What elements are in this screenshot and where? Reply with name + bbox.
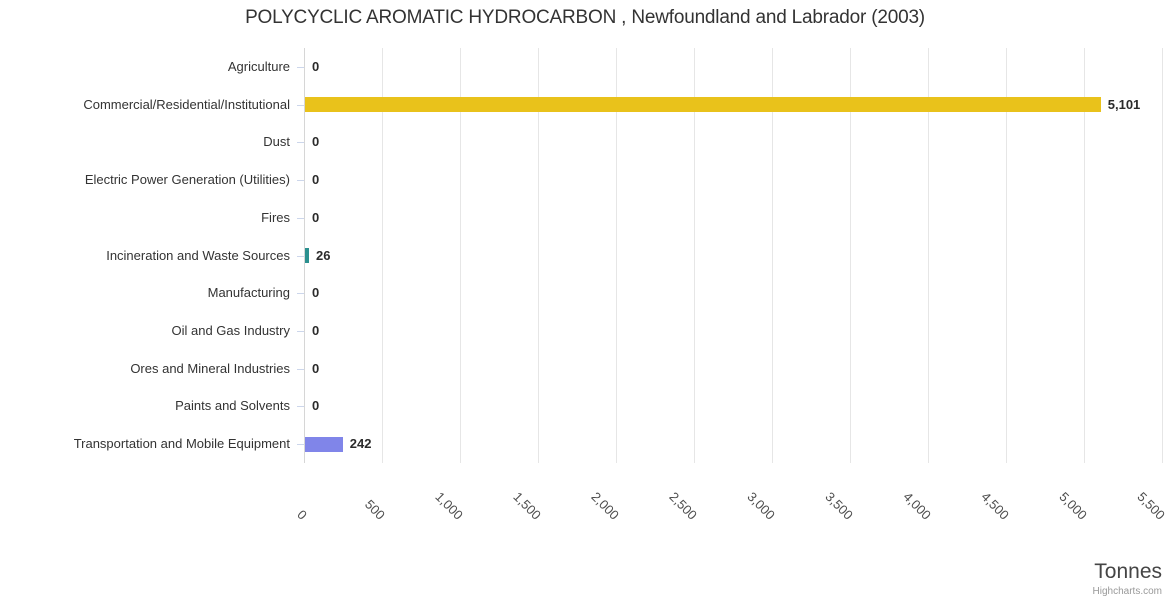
x-axis-label: 500 [362,496,388,523]
category-tick [297,255,304,257]
bar[interactable] [305,97,1101,113]
value-label: 0 [312,209,320,225]
x-axis-title: Tonnes [1094,560,1162,583]
gridline [460,48,461,463]
category-label: Dust [263,134,290,150]
category-tick [297,66,304,68]
x-axis-label: 4,500 [978,488,1012,523]
category-label: Agriculture [227,58,290,74]
category-tick [297,104,304,106]
gridline [928,48,929,463]
x-axis-label: 2,500 [666,488,700,523]
category-label: Manufacturing [207,285,290,301]
x-axis-label: 3,000 [744,488,778,523]
gridline [850,48,851,463]
value-label: 5,101 [1107,96,1141,112]
category-tick [297,330,304,332]
chart-title: POLYCYCLIC AROMATIC HYDROCARBON , Newfou… [245,7,925,28]
gridline [1006,48,1007,463]
x-axis-label: 5,000 [1056,488,1090,523]
value-label: 0 [312,285,320,301]
category-tick [297,293,304,295]
gridline [772,48,773,463]
value-label: 242 [349,436,372,452]
category-tick [297,368,304,370]
value-label: 0 [312,398,320,414]
value-label: 26 [316,247,331,263]
category-tick [297,406,304,408]
category-label: Transportation and Mobile Equipment [73,436,290,452]
plot-area [297,48,1163,463]
highcharts-credit[interactable]: Highcharts.com [1092,586,1162,597]
gridline [616,48,617,463]
category-label: Ores and Mineral Industries [130,360,290,376]
y-axis-line [304,48,305,463]
x-axis-label: 2,000 [588,488,622,523]
category-label: Oil and Gas Industry [171,322,291,338]
x-axis-label: 3,500 [822,488,856,523]
x-axis-label: 4,000 [900,488,934,523]
gridline [1162,48,1163,463]
category-tick [297,142,304,144]
bar[interactable] [305,436,343,452]
category-tick [297,180,304,182]
x-axis-label: 1,000 [432,488,466,523]
bar[interactable] [305,248,310,263]
gridline [1084,48,1085,463]
category-label: Commercial/Residential/Institutional [83,96,290,112]
value-label: 0 [312,322,320,338]
x-axis-label: 5,500 [1134,488,1168,523]
category-tick [297,217,304,219]
x-axis-label: 0 [294,506,310,523]
gridline [538,48,539,463]
value-label: 0 [312,360,320,376]
value-label: 0 [312,134,320,150]
category-label: Electric Power Generation (Utilities) [84,172,290,188]
category-label: Fires [261,209,290,225]
category-label: Incineration and Waste Sources [106,247,290,263]
value-label: 0 [312,172,320,188]
category-tick [297,444,304,446]
category-label: Paints and Solvents [175,398,290,414]
value-label: 0 [312,58,320,74]
gridline [694,48,695,463]
x-axis-label: 1,500 [510,488,544,523]
gridline [382,48,383,463]
